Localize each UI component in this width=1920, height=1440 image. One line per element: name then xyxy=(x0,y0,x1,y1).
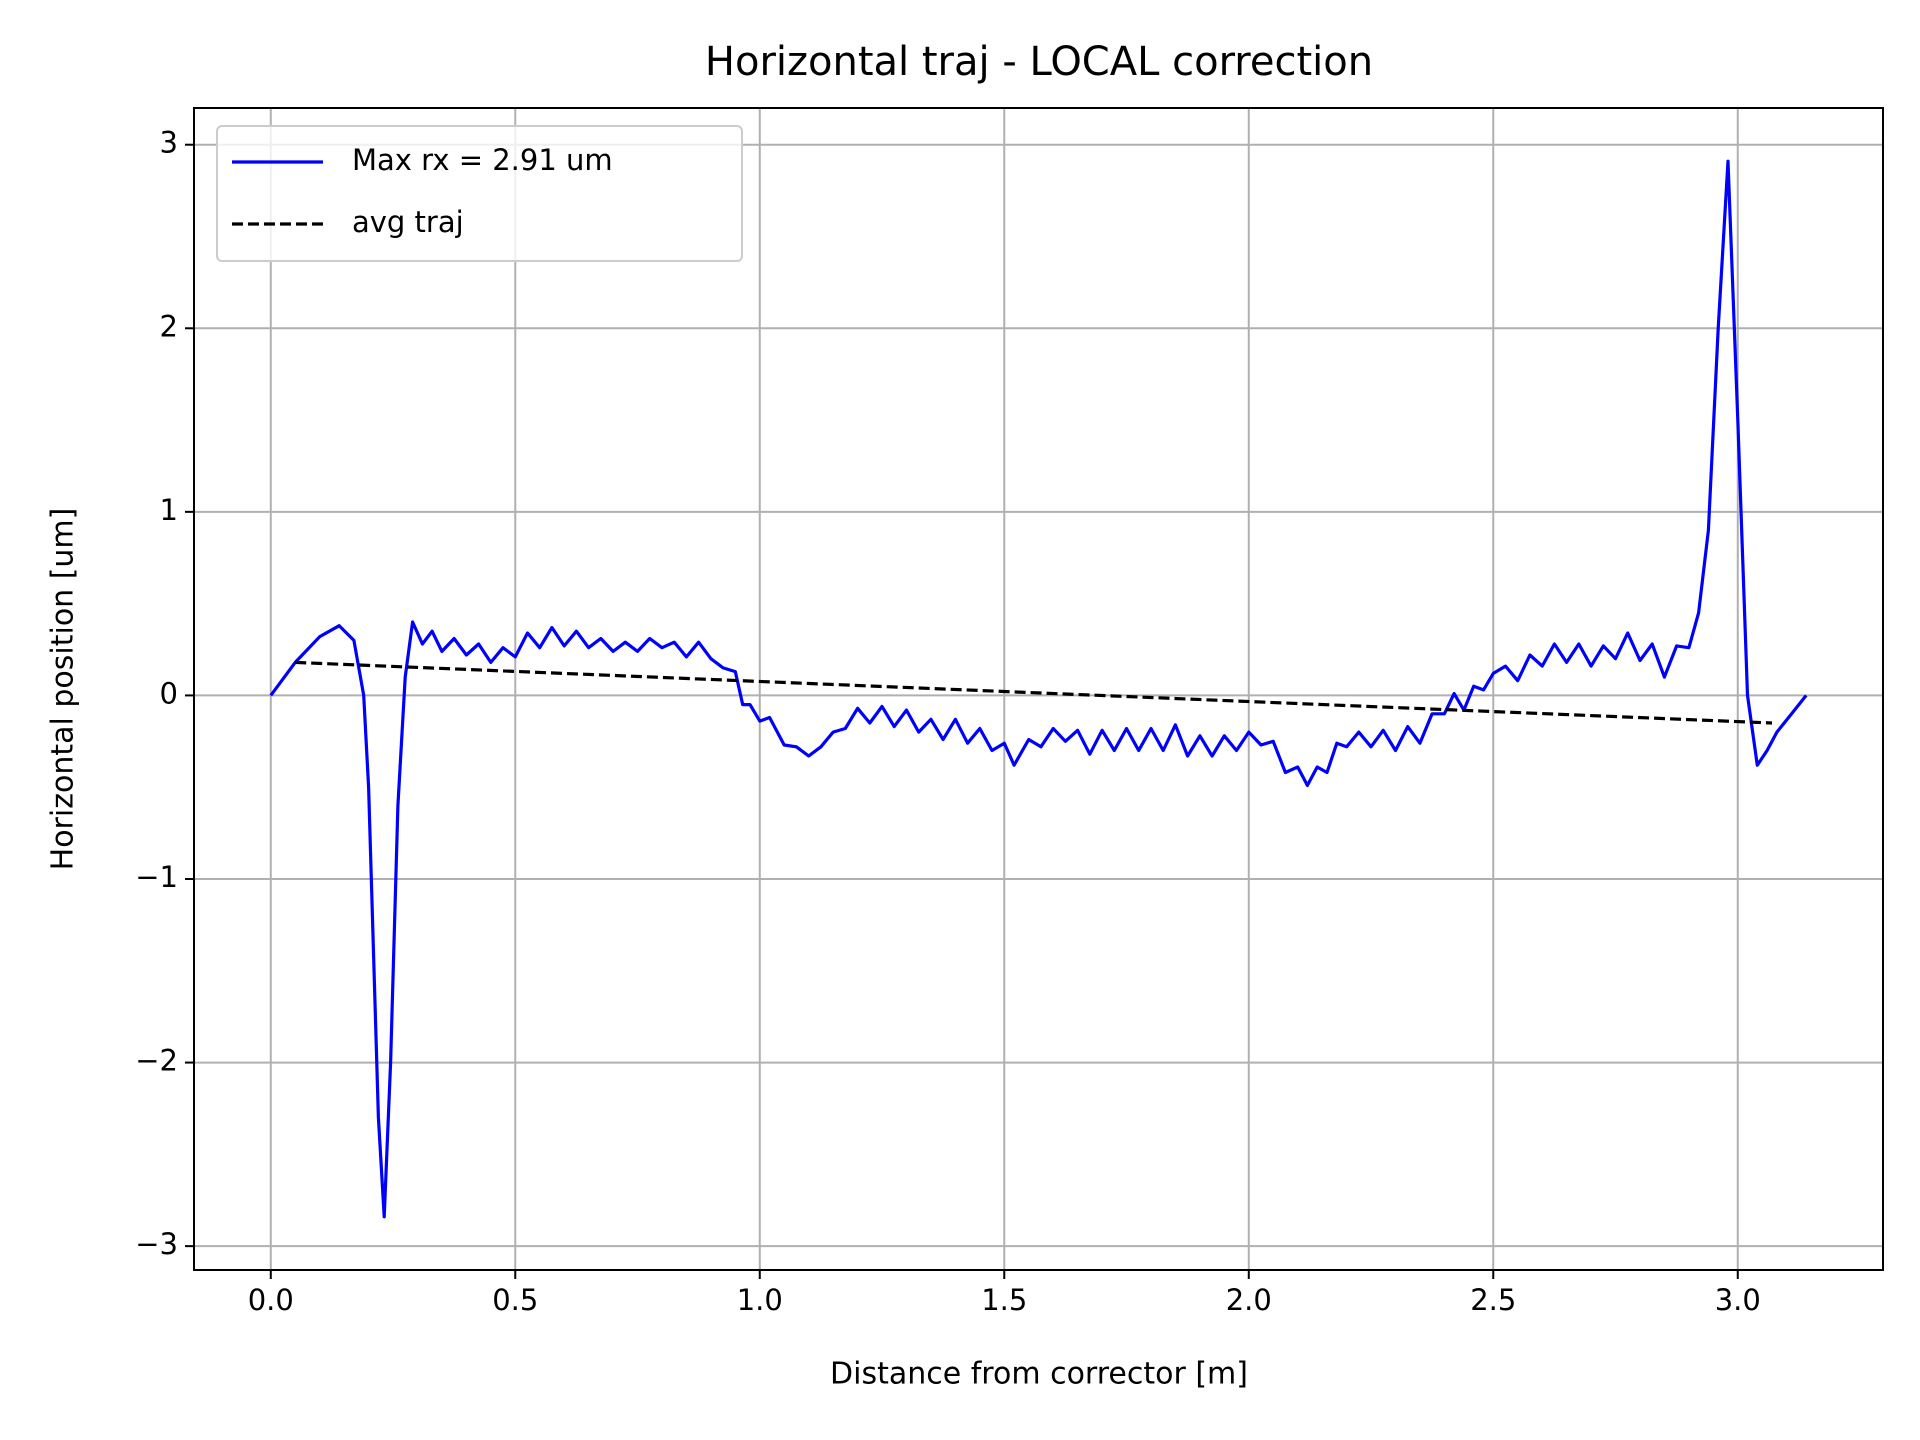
y-tick-label: 2 xyxy=(160,309,178,343)
y-axis-label: Horizontal position [um] xyxy=(46,508,81,871)
x-tick-label: 0.0 xyxy=(248,1283,294,1317)
legend-label: Max rx = 2.91 um xyxy=(352,143,613,177)
legend-box xyxy=(216,125,743,262)
x-axis-label: Distance from corrector [m] xyxy=(830,1357,1248,1392)
legend: Max rx = 2.91 um avg traj xyxy=(216,125,743,262)
legend-label: avg traj xyxy=(352,205,464,239)
x-tick-label: 0.5 xyxy=(492,1283,538,1317)
x-tick-label: 2.5 xyxy=(1470,1283,1516,1317)
y-tick-label: −2 xyxy=(135,1044,178,1078)
x-tick-label: 1.5 xyxy=(981,1283,1027,1317)
y-tick-label: −3 xyxy=(135,1227,178,1261)
y-tick-label: −1 xyxy=(135,860,178,894)
data-line xyxy=(269,159,1808,1219)
data-line xyxy=(295,660,1773,725)
y-tick-label: 1 xyxy=(160,493,178,527)
x-tick-label: 3.0 xyxy=(1715,1283,1761,1317)
x-tick-label: 1.0 xyxy=(737,1283,783,1317)
chart-title: Horizontal traj - LOCAL correction xyxy=(705,39,1373,85)
plot-frame xyxy=(193,107,1884,1271)
y-tick-label: 3 xyxy=(160,126,178,160)
y-tick-label: 0 xyxy=(160,676,178,710)
x-tick-label: 2.0 xyxy=(1226,1283,1272,1317)
